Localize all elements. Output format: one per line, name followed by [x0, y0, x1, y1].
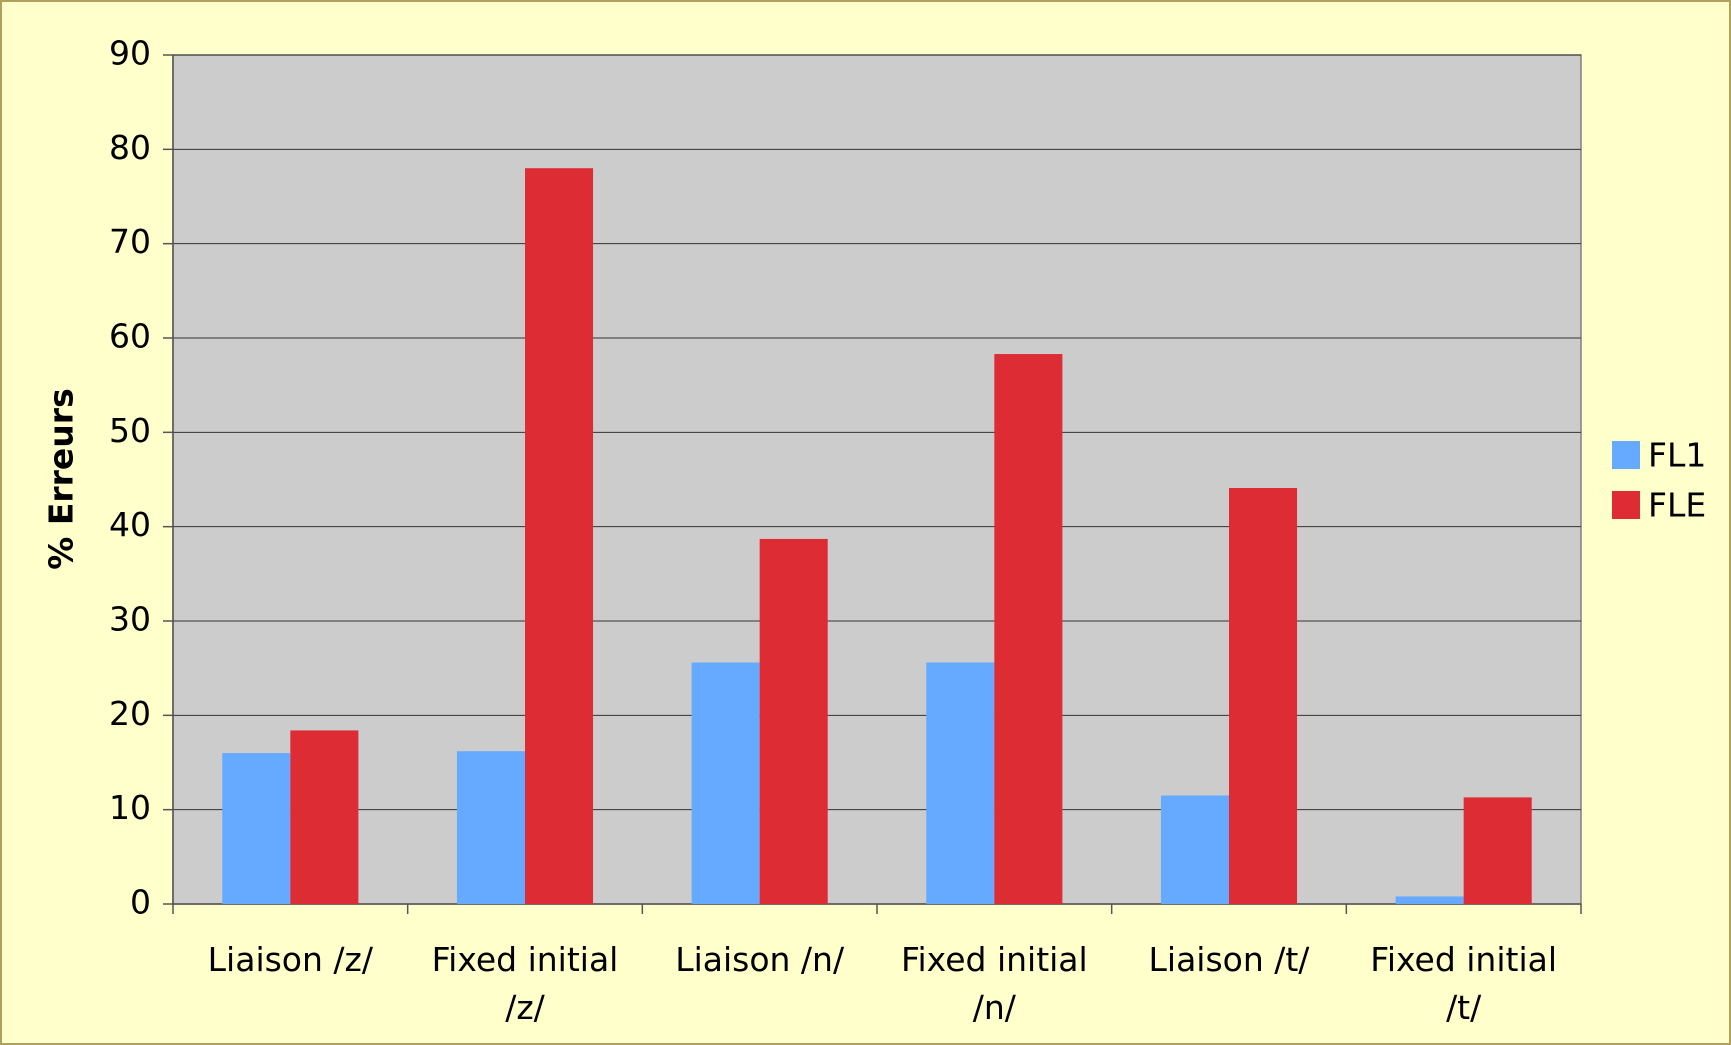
y-tick-label: 90: [109, 34, 151, 73]
legend-swatch: [1612, 491, 1640, 519]
x-tick-label: Liaison /z/: [207, 940, 373, 979]
bar: [1395, 896, 1464, 904]
x-tick-label: Liaison /n/: [675, 940, 845, 979]
y-tick-label: 60: [109, 317, 151, 356]
legend-label: FLE: [1648, 486, 1706, 525]
bar: [926, 662, 995, 904]
bar: [759, 538, 828, 904]
bar: [456, 751, 525, 904]
legend-swatch: [1612, 441, 1640, 469]
bar: [222, 753, 291, 904]
bar: [1229, 487, 1298, 904]
y-tick-label: 50: [109, 411, 151, 450]
bar: [1160, 795, 1229, 904]
y-tick-label: 70: [109, 222, 151, 261]
y-tick-label: 30: [109, 600, 151, 639]
x-tick-label: Liaison /t/: [1148, 940, 1310, 979]
x-tick-label: Fixed initial /n/: [900, 940, 1088, 1027]
bar: [994, 354, 1063, 905]
bar: [691, 662, 760, 904]
y-axis-title: % Erreurs: [42, 388, 81, 569]
plot-area: [172, 54, 1582, 905]
legend-label: FL1: [1648, 436, 1706, 475]
x-tick-label: Fixed initial /t/: [1370, 940, 1558, 1027]
bar: [525, 168, 594, 904]
y-tick-label: 0: [130, 883, 151, 922]
y-tick-label: 80: [109, 128, 151, 167]
bar: [1463, 797, 1532, 904]
x-tick-label: Fixed initial /z/: [431, 940, 619, 1027]
y-tick-label: 40: [109, 505, 151, 544]
y-tick-label: 10: [109, 788, 151, 827]
bar: [290, 730, 359, 904]
y-tick-label: 20: [109, 694, 151, 733]
